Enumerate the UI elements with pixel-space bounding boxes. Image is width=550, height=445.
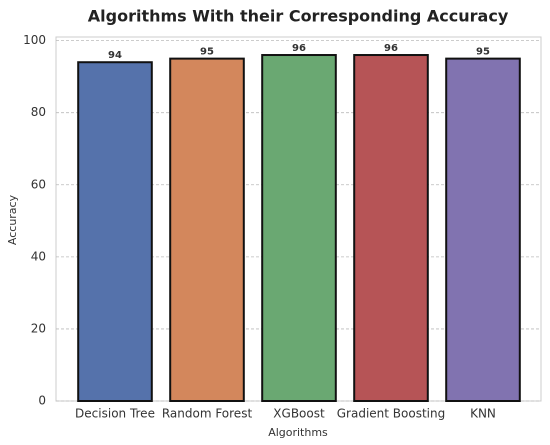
x-tick-label: Random Forest <box>162 407 253 421</box>
y-axis-label: Accuracy <box>6 194 19 245</box>
x-tick-label: Gradient Boosting <box>337 407 445 421</box>
y-tick-label: 40 <box>31 249 46 263</box>
x-tick-label: Decision Tree <box>75 407 155 421</box>
bar <box>261 54 337 402</box>
bar <box>353 54 429 402</box>
bar <box>445 57 521 403</box>
data-label: 96 <box>292 43 306 54</box>
bar <box>169 57 245 403</box>
y-tick-label: 60 <box>31 177 46 191</box>
bar <box>77 61 153 402</box>
data-label: 95 <box>476 47 490 58</box>
data-label: 94 <box>108 50 122 61</box>
y-tick-label: 100 <box>23 33 46 47</box>
data-label: 96 <box>384 43 398 54</box>
y-tick-label: 0 <box>38 394 46 408</box>
x-axis-label: Algorithms <box>268 426 328 439</box>
chart-title: Algorithms With their Corresponding Accu… <box>88 7 509 26</box>
x-tick-label: XGBoost <box>273 407 325 421</box>
x-tick-label: KNN <box>470 407 496 421</box>
y-tick-label: 80 <box>31 105 46 119</box>
data-label: 95 <box>200 47 214 58</box>
y-tick-label: 20 <box>31 321 46 335</box>
